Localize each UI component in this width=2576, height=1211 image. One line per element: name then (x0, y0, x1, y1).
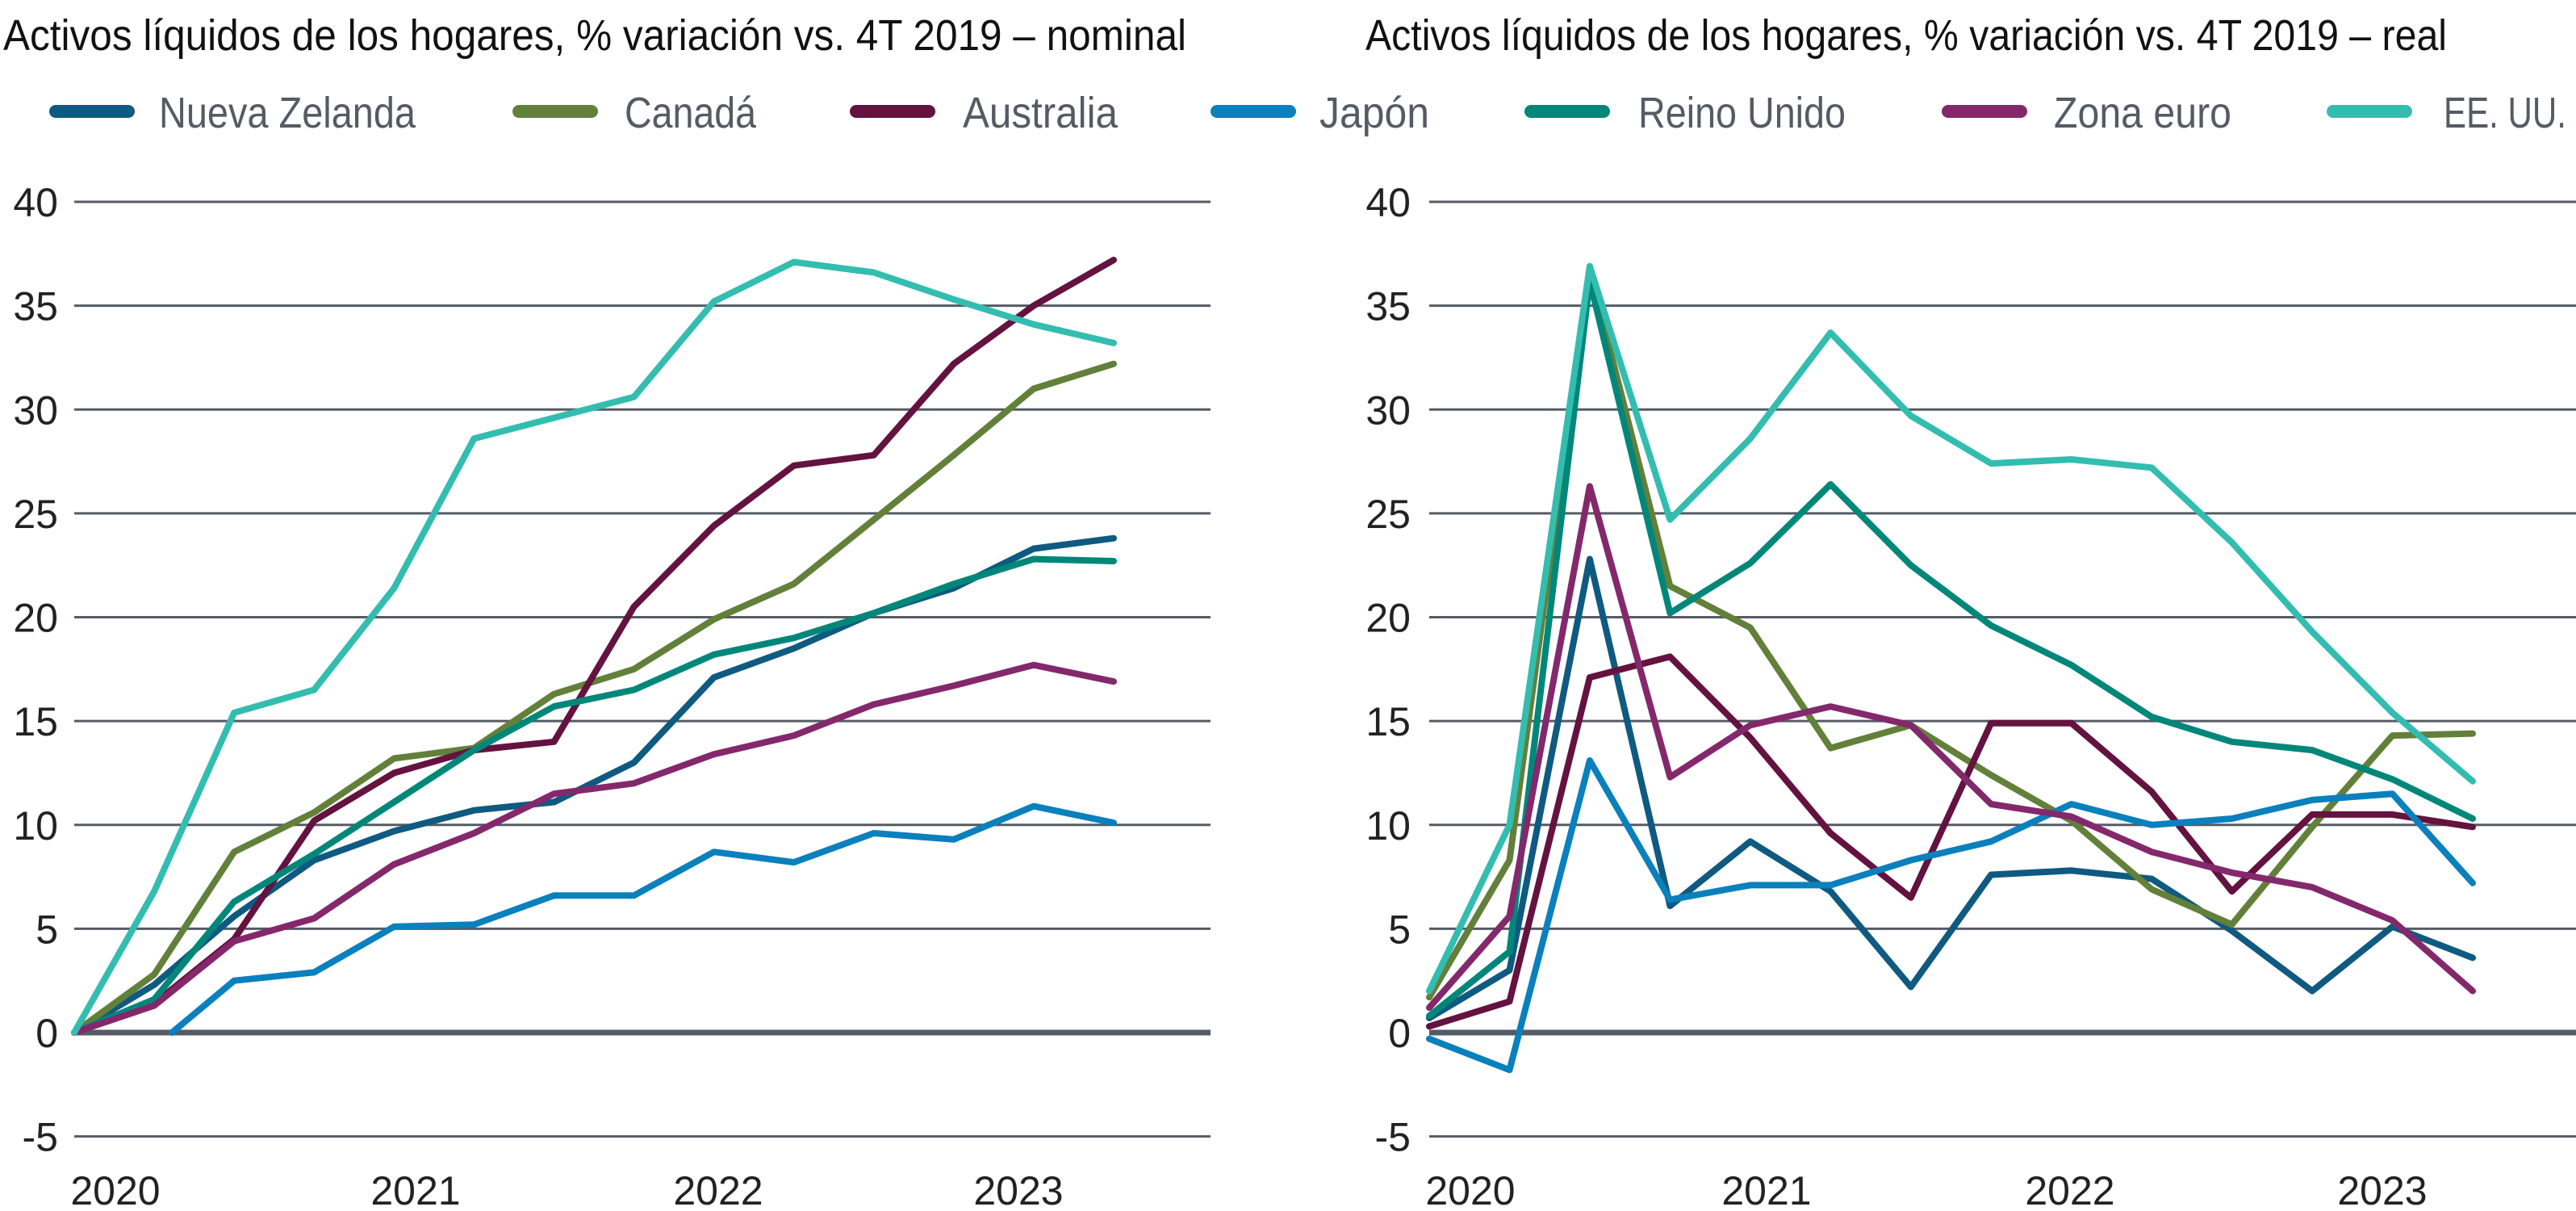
legend-label: EE. UU. (2444, 89, 2566, 137)
y-tick-label: -5 (1375, 1115, 1411, 1160)
y-tick-label: 40 (13, 180, 58, 225)
legend-item-zona-euro: Zona euro (1942, 89, 2231, 137)
y-tick-label: 15 (13, 699, 58, 744)
x-tick-label: 2023 (973, 1168, 1063, 1211)
y-tick-label: 25 (13, 492, 58, 537)
series-line-australia (1426, 653, 2476, 1030)
series-line-nueva-zelanda (1426, 555, 2476, 1021)
legend-item-ee-uu: EE. UU. (2327, 89, 2566, 137)
y-tick-label: 0 (1388, 1011, 1411, 1056)
legend-item-japon: Japón (1211, 89, 1429, 137)
x-tick-label: 2021 (370, 1168, 460, 1211)
y-tick-label: 20 (13, 596, 58, 641)
x-tick-label: 2023 (2337, 1168, 2427, 1211)
series-line-zona-euro (1426, 483, 2476, 1012)
y-tick-label: 35 (13, 284, 58, 329)
series-line-japon (1426, 757, 2476, 1074)
y-tick-label: 20 (1365, 596, 1411, 641)
chart-nominal: 40 35 30 25 20 15 10 5 0 -5 2020 2021 2022 2023 (13, 180, 1211, 1211)
series-line-reino-unido (1426, 277, 2476, 1020)
series-line-nueva-zelanda (71, 534, 1117, 1036)
y-tick-label: 25 (1365, 492, 1411, 537)
series-line-zona-euro (71, 661, 1117, 1036)
legend-item-reino-unido: Reino Unido (1524, 89, 1846, 137)
legend-label: Australia (963, 89, 1119, 137)
x-tick-label: 2022 (2025, 1168, 2114, 1211)
y-tick-label: 5 (1388, 907, 1411, 952)
legend-label: Zona euro (2054, 89, 2231, 137)
y-tick-label: -5 (23, 1115, 58, 1160)
chart-title-nominal: Activos líquidos de los hogares, % varia… (3, 11, 1186, 60)
x-tick-label: 2022 (673, 1168, 763, 1211)
legend-item-australia: Australia (850, 89, 1119, 137)
series-line-reino-unido (71, 555, 1117, 1036)
y-tick-label: 35 (1365, 284, 1411, 329)
legend-item-nueva-zelanda: Nueva Zelanda (49, 89, 416, 137)
series-line-canada (71, 360, 1117, 1036)
y-tick-label: 0 (36, 1011, 58, 1056)
chart-real: 40 35 30 25 20 15 10 5 0 -5 2020 2021 2022 2023 (1365, 180, 2576, 1211)
y-tick-label: 40 (1365, 180, 1411, 225)
y-tick-label: 30 (1365, 388, 1411, 433)
legend-item-canada: Canadá (512, 89, 757, 137)
chart-title-real: Activos líquidos de los hogares, % varia… (1365, 11, 2447, 60)
y-tick-label: 5 (36, 907, 58, 952)
x-tick-label: 2020 (1425, 1168, 1515, 1211)
x-tick-label: 2021 (1721, 1168, 1811, 1211)
legend-label: Canadá (625, 89, 757, 137)
y-tick-label: 30 (13, 388, 58, 433)
y-tick-label: 10 (1365, 803, 1411, 849)
x-tick-label: 2020 (70, 1168, 160, 1211)
series-line-japon (169, 802, 1117, 1036)
series-line-ee-uu (71, 258, 1117, 1036)
legend: Nueva Zelanda Canadá Australia Japón Reino U… (49, 89, 2566, 137)
y-tick-label: 15 (1365, 699, 1411, 744)
legend-label: Nueva Zelanda (159, 89, 416, 137)
legend-label: Reino Unido (1638, 89, 1846, 137)
legend-label: Japón (1319, 89, 1429, 137)
series-line-ee-uu (1426, 262, 2476, 995)
series-line-australia (71, 257, 1117, 1036)
y-tick-label: 10 (13, 803, 58, 849)
